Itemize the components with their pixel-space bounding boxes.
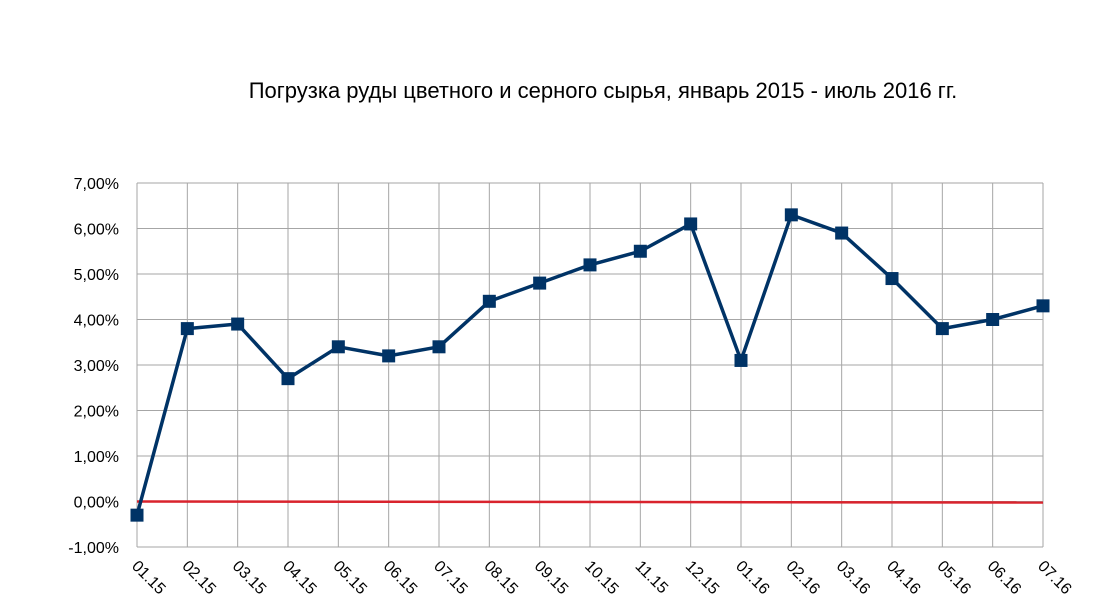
data-point — [583, 258, 597, 272]
x-tick-label: 12.15 — [682, 558, 722, 598]
x-tick-label: 05.15 — [330, 558, 370, 598]
data-point — [835, 226, 849, 240]
data-point — [180, 322, 194, 336]
x-axis-ticks: 01.15 02.15 03.15 04.15 05.15 06.15 07.15 08.15… — [128, 558, 1074, 598]
series-layer — [130, 208, 1050, 522]
x-tick-label: 03.16 — [833, 558, 873, 598]
x-tick-label: 06.16 — [984, 558, 1024, 598]
x-tick-label: 02.16 — [783, 558, 823, 598]
x-tick-label: 01.15 — [128, 558, 168, 598]
grid-lines — [136, 182, 1044, 548]
y-tick-label: 6,00% — [74, 222, 119, 239]
y-tick-label: 3,00% — [74, 358, 119, 375]
data-point — [935, 322, 949, 336]
data-point — [231, 317, 245, 331]
data-point — [1036, 299, 1050, 313]
data-point — [734, 353, 748, 367]
x-tick-label: 07.16 — [1034, 558, 1074, 598]
chart-title: Погрузка руды цветного и серного сырья, … — [248, 78, 958, 103]
x-tick-label: 04.15 — [279, 558, 319, 598]
y-tick-label: 4,00% — [74, 313, 119, 330]
y-tick-label: -1,00% — [68, 540, 119, 557]
data-point — [331, 340, 345, 354]
data-point — [130, 508, 144, 522]
data-point — [986, 313, 1000, 326]
data-point — [281, 372, 295, 386]
data-point — [482, 294, 496, 308]
data-point — [684, 217, 698, 231]
x-tick-label: 07.15 — [430, 558, 470, 598]
y-tick-label: 0,00% — [74, 495, 119, 512]
y-tick-label: 7,00% — [74, 176, 119, 193]
zero-reference-line — [136, 500, 1044, 504]
x-tick-label: 05.16 — [934, 558, 974, 598]
x-tick-label: 03.15 — [229, 558, 269, 598]
x-tick-label: 06.15 — [380, 558, 420, 598]
y-tick-label: 5,00% — [74, 267, 119, 284]
data-point — [633, 244, 647, 258]
y-axis-ticks: -1,00% 0,00% 1,00% 2,00% 3,00% 4,00% 5,00% 6,00… — [68, 176, 119, 557]
x-tick-label: 08.15 — [481, 558, 521, 598]
x-tick-label: 01.16 — [732, 558, 772, 598]
y-tick-label: 2,00% — [74, 404, 119, 421]
x-tick-label: 11.15 — [632, 558, 672, 598]
x-tick-label: 10.15 — [581, 558, 621, 598]
y-tick-label: 1,00% — [74, 449, 119, 466]
x-tick-label: 09.15 — [531, 558, 571, 598]
data-point — [432, 340, 446, 354]
data-point — [533, 276, 547, 290]
x-tick-label: 02.15 — [179, 558, 219, 598]
reference-line-layer — [136, 500, 1044, 504]
data-point — [885, 272, 899, 286]
data-point — [784, 208, 798, 222]
x-tick-label: 04.16 — [883, 558, 923, 598]
data-point — [382, 349, 396, 363]
